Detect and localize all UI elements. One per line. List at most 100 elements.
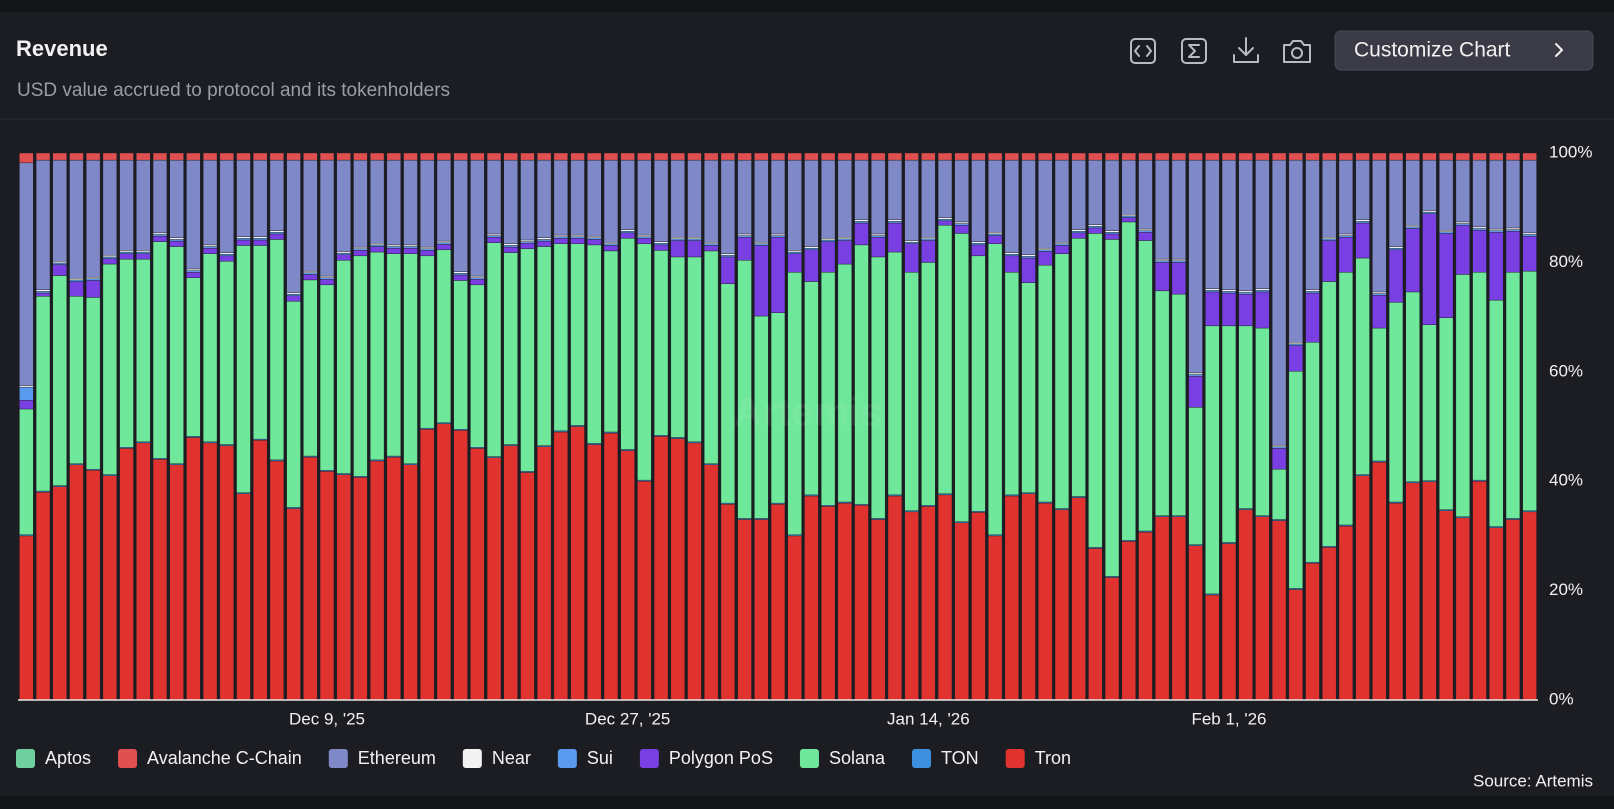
bar-segment bbox=[770, 233, 786, 236]
bar-segment bbox=[186, 437, 201, 701]
bar-segment bbox=[1004, 495, 1019, 701]
legend-item[interactable]: Avalanche C-Chain bbox=[118, 748, 302, 768]
bar-segment bbox=[386, 456, 401, 701]
bar-segment bbox=[1088, 224, 1103, 227]
camera-icon[interactable] bbox=[1283, 40, 1311, 63]
bar-segment bbox=[52, 264, 67, 276]
bar-segment bbox=[754, 241, 769, 245]
legend-item[interactable]: Near bbox=[462, 748, 531, 768]
bar-segment bbox=[1054, 241, 1070, 245]
bar-segment bbox=[420, 250, 435, 257]
bar-segment bbox=[152, 241, 168, 459]
bar-segment bbox=[820, 159, 836, 239]
bar-segment bbox=[52, 275, 67, 486]
legend-item[interactable]: Aptos bbox=[16, 748, 91, 768]
bar-segment bbox=[503, 246, 518, 253]
bar-segment bbox=[770, 152, 786, 161]
bar-segment bbox=[1088, 548, 1103, 701]
bar-segment bbox=[1472, 152, 1487, 161]
bar-segment bbox=[136, 253, 151, 260]
bar-segment bbox=[971, 512, 986, 701]
bar-segment bbox=[486, 152, 502, 161]
legend-item[interactable]: Tron bbox=[1005, 748, 1071, 768]
bar-segment bbox=[937, 218, 953, 222]
legend-item[interactable]: Solana bbox=[799, 748, 886, 768]
bar-segment bbox=[971, 244, 986, 257]
bar-segment bbox=[553, 234, 568, 237]
bar-segment bbox=[1255, 291, 1270, 329]
bar-segment bbox=[1422, 211, 1437, 214]
bar-segment bbox=[420, 152, 435, 161]
bar-segment bbox=[353, 246, 368, 249]
bar-segment bbox=[453, 152, 468, 161]
bar-segment bbox=[420, 255, 435, 429]
bar-segment bbox=[653, 159, 669, 242]
bar-segment bbox=[1271, 448, 1287, 470]
bar-segment bbox=[369, 152, 385, 161]
bar-segment bbox=[253, 159, 268, 237]
bar-segment bbox=[1221, 292, 1237, 327]
bar-segment bbox=[804, 281, 819, 496]
bar-segment bbox=[587, 152, 602, 161]
bar-segment bbox=[1188, 374, 1203, 377]
bar-segment bbox=[1438, 510, 1454, 701]
bar-segment bbox=[871, 159, 886, 235]
bar-segment bbox=[486, 237, 502, 243]
bar-segment bbox=[236, 245, 251, 493]
bar-segment bbox=[1021, 159, 1036, 255]
bar-segment bbox=[1071, 159, 1086, 230]
legend-item[interactable]: TON bbox=[912, 748, 979, 768]
bar-segment bbox=[253, 238, 268, 241]
bar-segment bbox=[1271, 468, 1287, 520]
bar-segment bbox=[971, 159, 986, 242]
bar-segment bbox=[1104, 159, 1120, 231]
bar-segment bbox=[1455, 159, 1470, 223]
bar-segment bbox=[720, 159, 736, 254]
bar-segment bbox=[820, 506, 836, 701]
bar-segment bbox=[369, 159, 385, 244]
bar-segment bbox=[1422, 324, 1437, 481]
legend-swatch bbox=[557, 749, 577, 768]
bar-segment bbox=[1472, 228, 1487, 231]
bar-segment bbox=[102, 256, 118, 259]
bar-segment bbox=[754, 243, 769, 246]
bar-segment bbox=[520, 159, 535, 241]
bar-segment bbox=[1071, 232, 1086, 239]
bar-segment bbox=[670, 152, 685, 161]
legend-item[interactable]: Ethereum bbox=[328, 748, 436, 768]
bar-segment bbox=[937, 220, 953, 226]
bar-segment bbox=[1355, 222, 1370, 259]
download-icon[interactable] bbox=[1233, 37, 1259, 63]
bar-segment bbox=[102, 263, 118, 475]
bar-segment bbox=[369, 246, 385, 253]
bar-segment bbox=[420, 159, 435, 248]
bar-segment bbox=[19, 400, 34, 410]
legend-item[interactable]: Sui bbox=[557, 748, 613, 768]
legend-item[interactable]: Polygon PoS bbox=[639, 748, 773, 768]
bar-segment bbox=[1405, 291, 1420, 482]
bar-segment bbox=[1205, 325, 1220, 595]
bar-segment bbox=[1255, 290, 1270, 293]
bar-segment bbox=[1021, 493, 1036, 701]
bar-segment bbox=[1238, 509, 1253, 701]
bar-segment bbox=[1355, 221, 1370, 224]
customize-button[interactable]: Customize Chart bbox=[1334, 30, 1594, 71]
bar-segment bbox=[319, 284, 335, 471]
embed-icon[interactable] bbox=[1130, 38, 1156, 64]
bar-segment bbox=[1205, 288, 1220, 291]
bar-segment bbox=[319, 277, 335, 280]
bar-segment bbox=[1505, 159, 1521, 229]
bar-segment bbox=[704, 250, 719, 464]
bar-segment bbox=[988, 535, 1003, 701]
bar-segment bbox=[787, 535, 802, 701]
sum-icon[interactable] bbox=[1181, 38, 1207, 64]
bar-segment bbox=[1338, 525, 1354, 701]
bar-segment bbox=[570, 234, 585, 237]
bar-segment bbox=[1038, 247, 1053, 251]
bar-segment bbox=[1472, 159, 1487, 228]
bar-segment bbox=[954, 221, 969, 224]
bar-segment bbox=[219, 253, 234, 257]
bar-segment bbox=[737, 233, 752, 236]
bar-segment bbox=[369, 244, 385, 247]
bar-segment bbox=[369, 460, 385, 701]
